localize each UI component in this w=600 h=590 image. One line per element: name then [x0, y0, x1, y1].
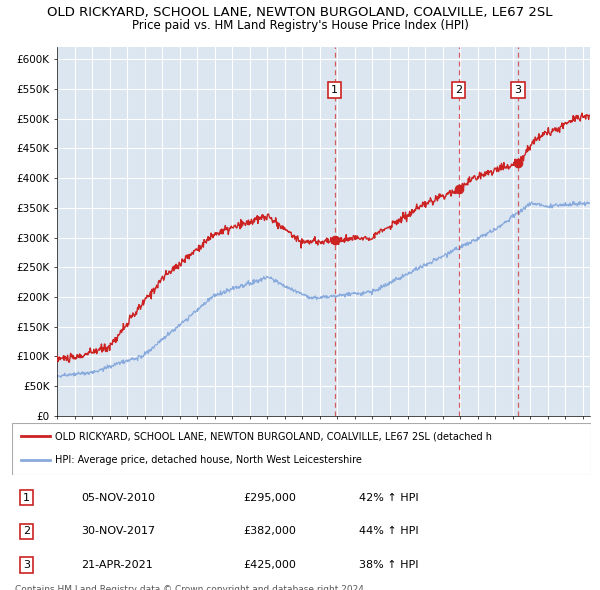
- Text: 2: 2: [455, 85, 462, 95]
- Text: £295,000: £295,000: [244, 493, 296, 503]
- Point: [513, 159, 523, 168]
- Text: Contains HM Land Registry data © Crown copyright and database right 2024.: Contains HM Land Registry data © Crown c…: [15, 585, 367, 590]
- Text: 3: 3: [514, 85, 521, 95]
- Text: 05-NOV-2010: 05-NOV-2010: [82, 493, 155, 503]
- Text: OLD RICKYARD, SCHOOL LANE, NEWTON BURGOLAND, COALVILLE, LE67 2SL: OLD RICKYARD, SCHOOL LANE, NEWTON BURGOL…: [47, 6, 553, 19]
- Text: 3: 3: [23, 560, 30, 570]
- Text: HPI: Average price, detached house, North West Leicestershire: HPI: Average price, detached house, Nort…: [55, 455, 362, 466]
- Text: 38% ↑ HPI: 38% ↑ HPI: [359, 560, 419, 570]
- Point: [330, 236, 340, 245]
- Text: £425,000: £425,000: [244, 560, 296, 570]
- Text: 1: 1: [23, 493, 30, 503]
- Text: 1: 1: [331, 85, 338, 95]
- Text: Price paid vs. HM Land Registry's House Price Index (HPI): Price paid vs. HM Land Registry's House …: [131, 19, 469, 32]
- FancyBboxPatch shape: [12, 423, 591, 475]
- Text: 21-APR-2021: 21-APR-2021: [82, 560, 153, 570]
- Text: 2: 2: [23, 526, 30, 536]
- Text: 44% ↑ HPI: 44% ↑ HPI: [359, 526, 419, 536]
- Text: 42% ↑ HPI: 42% ↑ HPI: [359, 493, 419, 503]
- Text: 30-NOV-2017: 30-NOV-2017: [82, 526, 155, 536]
- Point: [454, 184, 464, 194]
- Text: OLD RICKYARD, SCHOOL LANE, NEWTON BURGOLAND, COALVILLE, LE67 2SL (detached h: OLD RICKYARD, SCHOOL LANE, NEWTON BURGOL…: [55, 431, 493, 441]
- Text: £382,000: £382,000: [244, 526, 296, 536]
